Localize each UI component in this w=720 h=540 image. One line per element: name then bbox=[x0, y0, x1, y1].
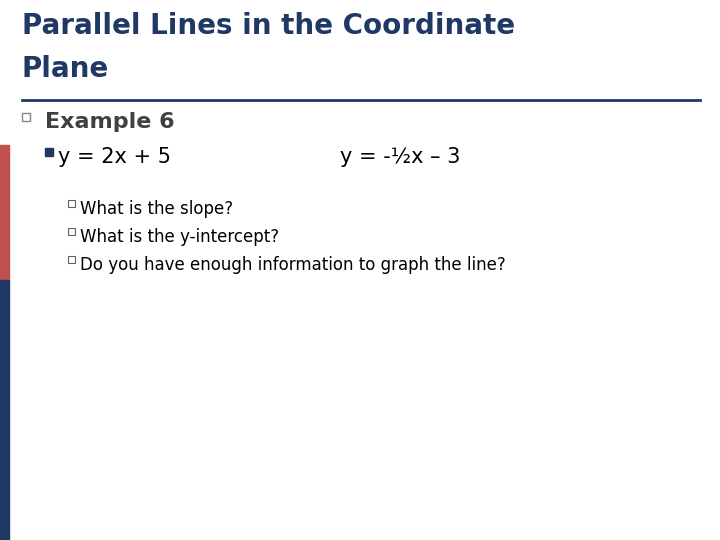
Bar bbox=[22, 113, 30, 121]
Text: Parallel Lines in the Coordinate: Parallel Lines in the Coordinate bbox=[22, 12, 515, 40]
Text: Plane: Plane bbox=[22, 55, 109, 83]
Bar bbox=[68, 228, 75, 235]
Text: Example 6: Example 6 bbox=[45, 112, 175, 132]
Bar bbox=[0, 280, 9, 540]
Text: What is the slope?: What is the slope? bbox=[80, 200, 233, 218]
Text: y = 2x + 5: y = 2x + 5 bbox=[58, 147, 171, 167]
Text: What is the y-intercept?: What is the y-intercept? bbox=[80, 228, 279, 246]
Text: Do you have enough information to graph the line?: Do you have enough information to graph … bbox=[80, 256, 505, 274]
Bar bbox=[0, 145, 9, 280]
Bar bbox=[45, 148, 53, 156]
Bar bbox=[68, 256, 75, 263]
Bar bbox=[68, 200, 75, 207]
Text: y = -½x – 3: y = -½x – 3 bbox=[340, 147, 460, 167]
